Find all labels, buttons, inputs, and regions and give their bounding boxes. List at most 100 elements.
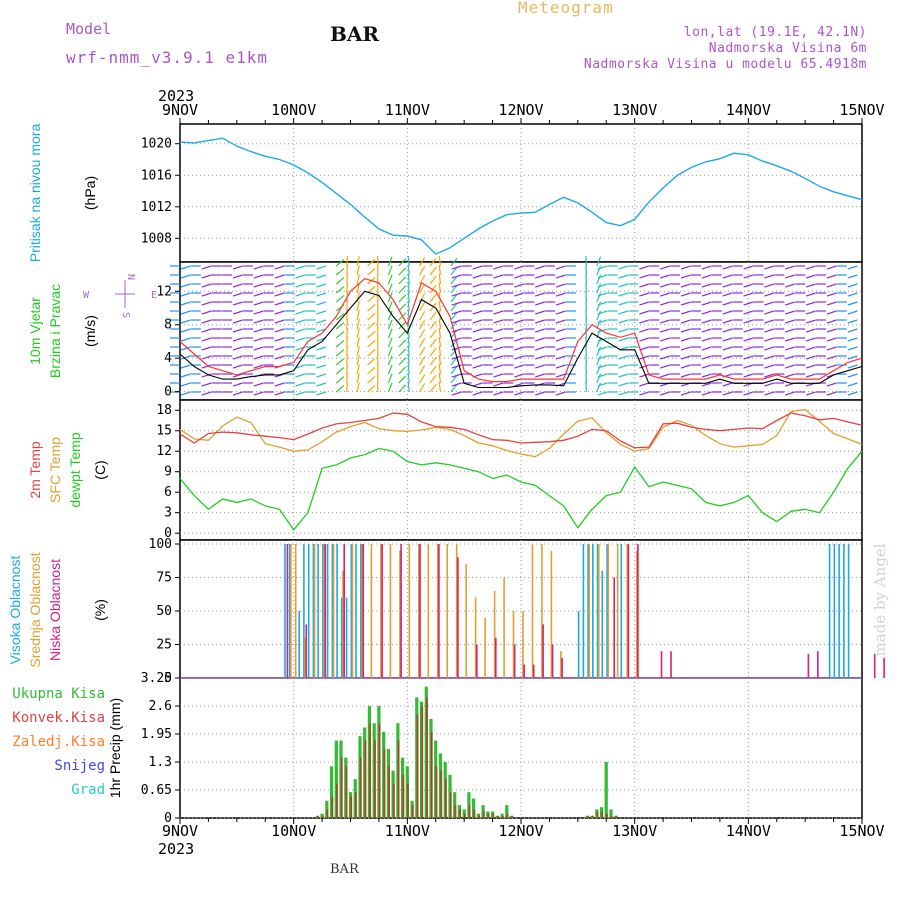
low-cloud-axis-label: Niska Oblacnost xyxy=(47,559,63,661)
wind-arrow xyxy=(764,382,775,387)
wind-arrow xyxy=(398,366,407,375)
wind-arrow xyxy=(701,355,712,360)
precip-y-tick-label: 3.25 xyxy=(141,671,172,686)
wind-arrow xyxy=(618,310,629,315)
low-cloud-bar xyxy=(438,544,440,678)
wind-arrow xyxy=(805,319,816,324)
meteogram-title: Meteogram xyxy=(518,0,614,17)
wind-arrow xyxy=(274,382,285,387)
wind-arrow xyxy=(180,292,191,297)
mid-cloud-bar xyxy=(399,550,401,678)
wind-arrow xyxy=(253,346,264,351)
wind-arrow xyxy=(316,292,327,297)
wind-arrow xyxy=(346,372,348,384)
wind-arrow xyxy=(367,348,376,357)
wind-axis-label: 10m Vjetar xyxy=(27,297,43,365)
low-cloud-bar xyxy=(551,644,554,678)
wind-arrow xyxy=(596,355,602,366)
wind-arrow xyxy=(295,337,306,342)
mid-cloud-bar xyxy=(465,564,467,678)
wind-arrow xyxy=(826,346,837,351)
wind-arrow xyxy=(180,301,191,306)
bottom-date-label: 15NOV xyxy=(839,822,884,840)
wind-arrow xyxy=(743,337,754,342)
wind-arrow xyxy=(407,292,410,303)
wind-arrow xyxy=(180,364,191,369)
wind-arrow xyxy=(253,364,264,369)
wind-arrow xyxy=(253,382,264,387)
wind-arrow xyxy=(429,383,437,393)
wind-arrow xyxy=(618,373,629,378)
wind-arrow xyxy=(535,346,545,351)
wind-arrow xyxy=(639,373,650,378)
wind-arrow xyxy=(596,364,602,375)
wind-arrow xyxy=(253,274,264,279)
precip-y-tick-label: 0.65 xyxy=(141,783,172,798)
wind-arrow xyxy=(785,319,795,324)
wind-arrow xyxy=(450,311,458,321)
wind-arrow xyxy=(618,328,629,333)
wind-arrow xyxy=(407,337,410,348)
wind-arrow xyxy=(180,355,191,360)
wind-arrow xyxy=(743,328,754,333)
wind-y-tick-label: 4 xyxy=(164,351,172,366)
wind-arrow xyxy=(514,283,524,288)
wind-arrow xyxy=(847,382,858,387)
conv-precip-bar xyxy=(601,811,604,818)
wind-arrow xyxy=(316,310,327,315)
wind-arrow xyxy=(316,373,327,378)
wind-arrow xyxy=(295,373,306,378)
wind-arrow xyxy=(335,349,345,357)
high-cloud-bar xyxy=(307,544,310,678)
wind-arrow xyxy=(419,293,426,303)
wind-arrow xyxy=(701,364,712,369)
wind-arrow xyxy=(535,373,545,378)
wind-arrow xyxy=(180,346,191,351)
conv-precip-bar xyxy=(392,783,395,818)
wind-arrow xyxy=(639,319,650,324)
wind-arrow xyxy=(585,345,587,357)
wind-arrow xyxy=(701,265,712,270)
station-title: BAR xyxy=(330,22,380,46)
conv-precip-bar xyxy=(331,796,334,818)
wind-arrow xyxy=(232,355,243,360)
wind-arrow xyxy=(535,355,545,360)
wind-arrow xyxy=(451,391,462,396)
wind-arrow xyxy=(743,310,754,315)
wind-arrow xyxy=(743,319,754,324)
wind-arrow xyxy=(451,373,462,378)
wind-arrow xyxy=(660,328,670,333)
conv-precip-bar xyxy=(487,813,490,818)
wind-arrow xyxy=(438,373,442,384)
wind-arrow xyxy=(785,265,795,270)
wind-arrow xyxy=(450,374,458,384)
wind-arrow xyxy=(618,301,629,306)
wind-arrow xyxy=(295,328,306,333)
wind-arrow xyxy=(555,391,566,396)
wind-arrow xyxy=(701,373,712,378)
mid-cloud-bar xyxy=(408,544,411,678)
wind-arrow xyxy=(429,365,437,375)
wind-arrow xyxy=(805,292,816,297)
wind-arrow xyxy=(472,301,483,306)
wind-arrow xyxy=(618,364,629,369)
wind-arrow xyxy=(597,346,608,351)
wind-arrow xyxy=(585,318,587,330)
high-cloud-bar xyxy=(620,544,623,678)
conv-precip-bar xyxy=(388,766,390,818)
wind-arrow xyxy=(356,337,360,348)
wind-arrow xyxy=(847,319,858,324)
wind-arrow xyxy=(346,336,348,348)
high-cloud-bar xyxy=(331,544,334,678)
wind-arrow xyxy=(450,266,458,276)
conv-precip-bar xyxy=(374,740,376,818)
wind-arrow xyxy=(387,292,393,303)
wind-arrow xyxy=(201,373,212,378)
cloud-y-tick-label: 50 xyxy=(156,604,172,619)
wind-arrow xyxy=(201,265,212,270)
wind-arrow xyxy=(701,283,712,288)
wind-arrow xyxy=(639,346,650,351)
wind-axis-label-2: Brzina i Pravac xyxy=(47,284,63,378)
wind-arrow xyxy=(722,292,733,297)
wind-arrow xyxy=(387,328,393,339)
